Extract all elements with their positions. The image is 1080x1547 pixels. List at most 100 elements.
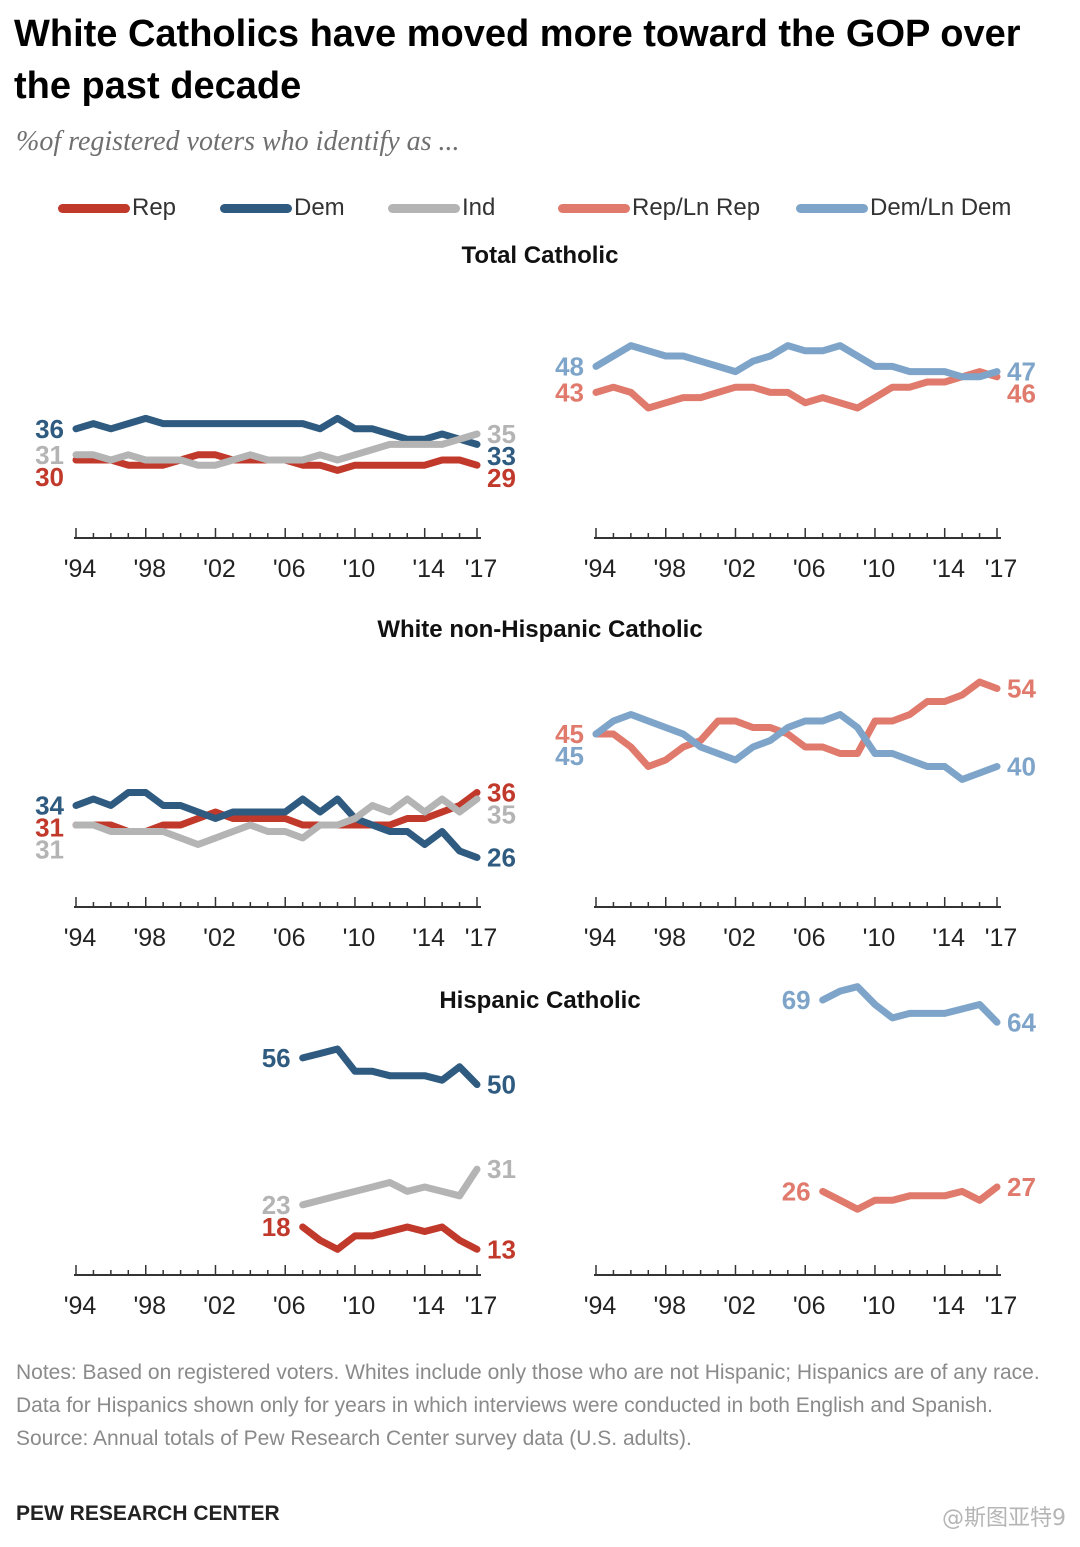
legend-item-rep: Rep [58, 190, 176, 226]
panel-title-white-catholic: White non-Hispanic Catholic [377, 616, 703, 643]
hispanic-catholic-left-tick-label: '17 [465, 1292, 498, 1320]
panel-title-total-catholic: Total Catholic [461, 242, 619, 269]
white-non-hispanic-catholic-right-line-rep-ln-rep [592, 678, 1001, 770]
white-non-hispanic-catholic-right-tick-label: '02 [723, 924, 756, 952]
white-non-hispanic-catholic-right-line-dem-ln-dem [592, 711, 1001, 783]
white-non-hispanic-catholic-left-end-label-rep: 36 [487, 778, 516, 808]
total-catholic-left-tick-label: '02 [203, 555, 236, 583]
total-catholic-left-tick-label: '98 [133, 555, 166, 583]
total-catholic-right-end-label-dem-ln-dem: 47 [1007, 357, 1036, 387]
hispanic-catholic-left-end-label-rep: 13 [487, 1234, 516, 1264]
total-catholic-right-end-label-rep-ln-rep: 46 [1007, 379, 1036, 409]
white-non-hispanic-catholic-left-tick-label: '06 [273, 924, 306, 952]
white-non-hispanic-catholic-right-tick-label: '10 [863, 924, 896, 952]
hispanic-catholic-right-tick-label: '02 [723, 1292, 756, 1320]
white-non-hispanic-catholic-left-end-label-ind: 35 [487, 800, 516, 830]
total-catholic-right-tick-label: '98 [653, 555, 686, 583]
total-catholic-left-tick-label: '06 [273, 555, 306, 583]
total-catholic-right-line-rep-ln-rep [592, 368, 1001, 412]
white-non-hispanic-catholic-right-start-label-rep-ln-rep: 45 [555, 719, 584, 749]
white-non-hispanic-catholic-left-line-ind [72, 795, 481, 848]
legend-label-dem-ln-dem: Dem/Ln Dem [870, 194, 1012, 221]
white-non-hispanic-catholic-left-tick-label: '17 [465, 924, 498, 952]
hispanic-catholic-left-tick-label: '06 [273, 1292, 306, 1320]
white-non-hispanic-catholic-right-end-label-dem-ln-dem: 40 [1007, 752, 1036, 782]
hispanic-catholic-right-start-label-dem-ln-dem: 69 [782, 985, 811, 1015]
hispanic-catholic-right-tick-label: '98 [653, 1292, 686, 1320]
source-text: Source: Annual totals of Pew Research Ce… [16, 1427, 692, 1450]
white-non-hispanic-catholic-right-tick-label: '98 [653, 924, 686, 952]
total-catholic-left-line-ind [72, 430, 481, 469]
total-catholic-left-tick-label: '10 [343, 555, 376, 583]
white-non-hispanic-catholic-left-end-label-dem: 26 [487, 843, 516, 873]
white-non-hispanic-catholic-right-tick-label: '06 [793, 924, 826, 952]
total-catholic-right-tick-label: '14 [932, 555, 965, 583]
legend-item-rep-ln-rep: Rep/Ln Rep [558, 190, 760, 226]
white-non-hispanic-catholic-right-start-label-dem-ln-dem: 45 [555, 741, 584, 771]
white-non-hispanic-catholic-left-tick-label: '94 [64, 924, 97, 952]
white-non-hispanic-catholic-left-tick-label: '02 [203, 924, 236, 952]
white-non-hispanic-catholic-right-tick-label: '14 [932, 924, 965, 952]
organization-name: PEW RESEARCH CENTER [16, 1502, 280, 1525]
legend-label-ind: Ind [462, 194, 496, 221]
hispanic-catholic-right-start-label-rep-ln-rep: 26 [782, 1176, 811, 1206]
legend-item-dem: Dem [220, 190, 345, 226]
total-catholic-right-start-label-rep-ln-rep: 43 [555, 377, 584, 407]
hispanic-catholic-left-start-label-ind: 23 [262, 1190, 291, 1220]
total-catholic-left-start-label-rep: 30 [35, 462, 64, 492]
legend-label-rep-ln-rep: Rep/Ln Rep [632, 194, 761, 221]
hispanic-catholic-right-tick-label: '06 [793, 1292, 826, 1320]
hispanic-catholic-left-tick-label: '02 [203, 1292, 236, 1320]
hispanic-catholic-right-tick-label: '94 [584, 1292, 617, 1320]
hispanic-catholic-left-line-dem [299, 1045, 481, 1089]
total-catholic-right-tick-label: '02 [723, 555, 756, 583]
legend-label-rep: Rep [132, 194, 177, 221]
white-non-hispanic-catholic-right-end-label-rep-ln-rep: 54 [1007, 674, 1036, 704]
hispanic-catholic-right-line-rep-ln-rep [819, 1183, 1001, 1213]
legend-item-dem-ln-dem: Dem/Ln Dem [796, 190, 1011, 226]
hispanic-catholic-left-tick-label: '14 [412, 1292, 445, 1320]
hispanic-catholic-left-tick-label: '10 [343, 1292, 376, 1320]
total-catholic-left-tick-label: '94 [64, 555, 97, 583]
total-catholic-right-start-label-dem-ln-dem: 48 [555, 351, 584, 381]
notes: Notes: Based on registered voters. White… [16, 1356, 1056, 1455]
legend-swatch-dem-ln-dem [796, 203, 868, 213]
hispanic-catholic-right-tick-label: '17 [985, 1292, 1018, 1320]
total-catholic-left-line-dem [72, 414, 481, 448]
white-non-hispanic-catholic-left-start-label-ind: 31 [35, 835, 64, 865]
panel-title-hispanic-catholic: Hispanic Catholic [439, 987, 641, 1014]
total-catholic-left-start-label-ind: 31 [35, 440, 64, 470]
total-catholic-right-tick-label: '17 [985, 555, 1018, 583]
hispanic-catholic-right-line-dem-ln-dem [819, 983, 1001, 1026]
total-catholic-left-end-label-rep: 29 [487, 463, 516, 493]
chart-title: White Catholics have moved more toward t… [14, 13, 1021, 107]
watermark: @斯图亚特9 [942, 1506, 1066, 1531]
total-catholic-right-tick-label: '06 [793, 555, 826, 583]
hispanic-catholic-left-end-label-dem: 50 [487, 1070, 516, 1100]
white-non-hispanic-catholic-left-tick-label: '14 [412, 924, 445, 952]
chart-subtitle: %of registered voters who identify as ..… [16, 126, 460, 157]
total-catholic-left-end-label-dem: 33 [487, 441, 516, 471]
total-catholic-left-tick-label: '14 [412, 555, 445, 583]
white-non-hispanic-catholic-left-tick-label: '98 [133, 924, 166, 952]
white-non-hispanic-catholic-left-start-label-rep: 31 [35, 813, 64, 843]
hispanic-catholic-right-end-label-dem-ln-dem: 64 [1007, 1007, 1036, 1037]
legend-swatch-rep [58, 203, 130, 213]
total-catholic-left-tick-label: '17 [465, 555, 498, 583]
legend: Rep Dem Ind Rep/Ln Rep Dem/Ln Dem [0, 190, 1080, 226]
notes-text: Notes: Based on registered voters. White… [16, 1361, 1040, 1417]
total-catholic-left-start-label-dem: 36 [35, 414, 64, 444]
legend-swatch-ind [388, 203, 460, 213]
legend-swatch-dem [220, 203, 292, 213]
white-non-hispanic-catholic-left-start-label-dem: 34 [35, 791, 64, 821]
white-non-hispanic-catholic-right-tick-label: '17 [985, 924, 1018, 952]
hispanic-catholic-left-tick-label: '94 [64, 1292, 97, 1320]
white-non-hispanic-catholic-left-tick-label: '10 [343, 924, 376, 952]
hispanic-catholic-left-start-label-rep: 18 [262, 1212, 291, 1242]
hispanic-catholic-left-start-label-dem: 56 [262, 1043, 291, 1073]
hispanic-catholic-right-tick-label: '10 [863, 1292, 896, 1320]
legend-swatch-rep-ln-rep [558, 203, 630, 213]
total-catholic-right-tick-label: '94 [584, 555, 617, 583]
hispanic-catholic-left-tick-label: '98 [133, 1292, 166, 1320]
hispanic-catholic-left-end-label-ind: 31 [487, 1154, 516, 1184]
